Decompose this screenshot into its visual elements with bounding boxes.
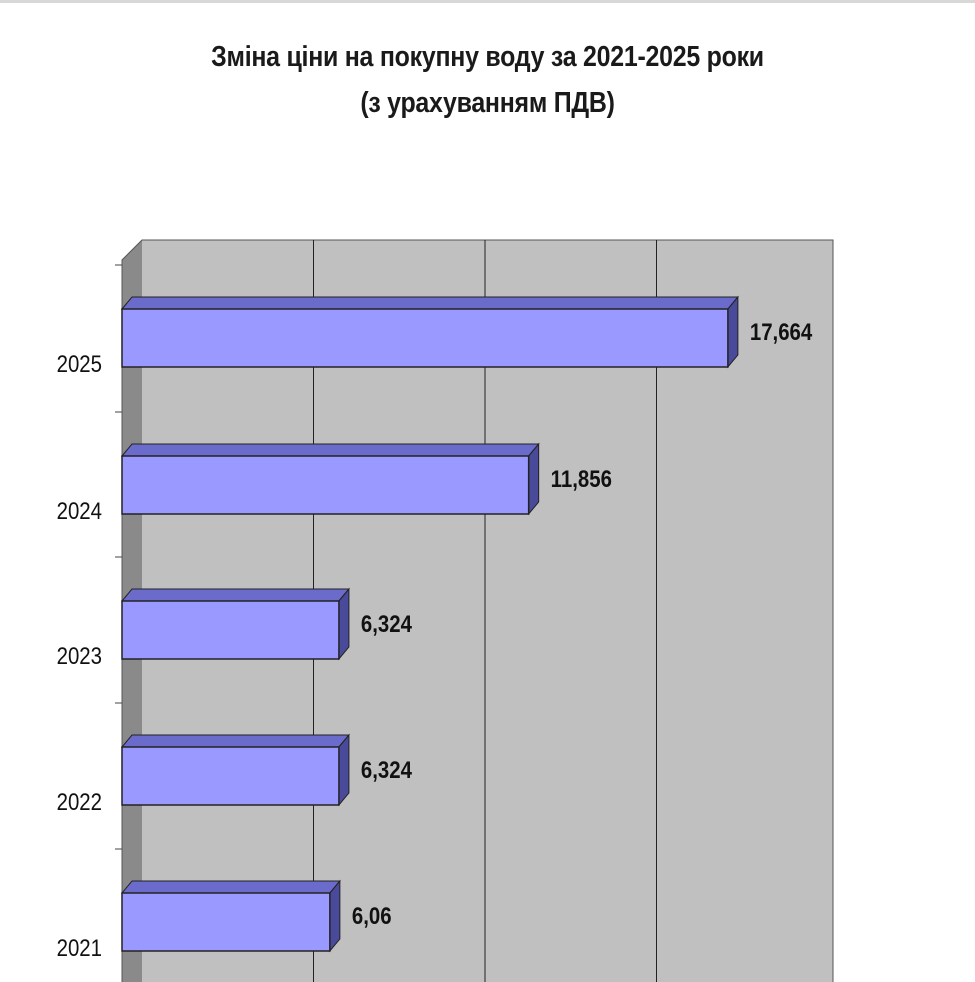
bar-front-face [121,892,331,952]
bar-side-face [528,442,540,516]
chart-subtitle: (з урахуванням ПДВ) [360,87,615,119]
bar [120,442,540,516]
bar-front-face [121,455,530,515]
bar [120,879,341,953]
bar [120,587,350,661]
bar [120,295,739,369]
bar-side-face [338,733,350,807]
category-labels: 2021 2022 2023 2024 2025 [57,350,102,961]
value-label: 17,664 [750,318,813,345]
value-label: 6,06 [352,902,392,929]
category-label: 2021 [57,934,102,961]
value-label: 6,324 [361,610,413,637]
value-label: 6,324 [361,756,413,783]
bar-top-face [120,443,540,457]
chart-title: Зміна ціни на покупну воду за 2021-2025 … [211,41,764,73]
bars [120,295,739,953]
category-label: 2025 [57,350,102,377]
value-label: 11,856 [551,465,612,492]
bar-top-face [120,880,341,894]
bar-side-face [329,879,341,953]
bar-front-face [121,308,729,368]
category-label: 2023 [57,642,102,669]
chart-title-block: Зміна ціни на покупну воду за 2021-2025 … [68,34,907,126]
category-label: 2022 [57,788,102,815]
bar-front-face [121,746,340,806]
bar-side-face [338,587,350,661]
bar [120,733,350,807]
bar-front-face [121,600,340,660]
bar-top-face [120,588,350,602]
bar-top-face [120,296,739,310]
value-labels: 6,06 6,324 6,324 11,856 17,664 [352,318,813,929]
category-label: 2024 [57,497,102,524]
bar-top-face [120,734,350,748]
top-border [0,0,975,3]
bar-side-face [727,295,739,369]
